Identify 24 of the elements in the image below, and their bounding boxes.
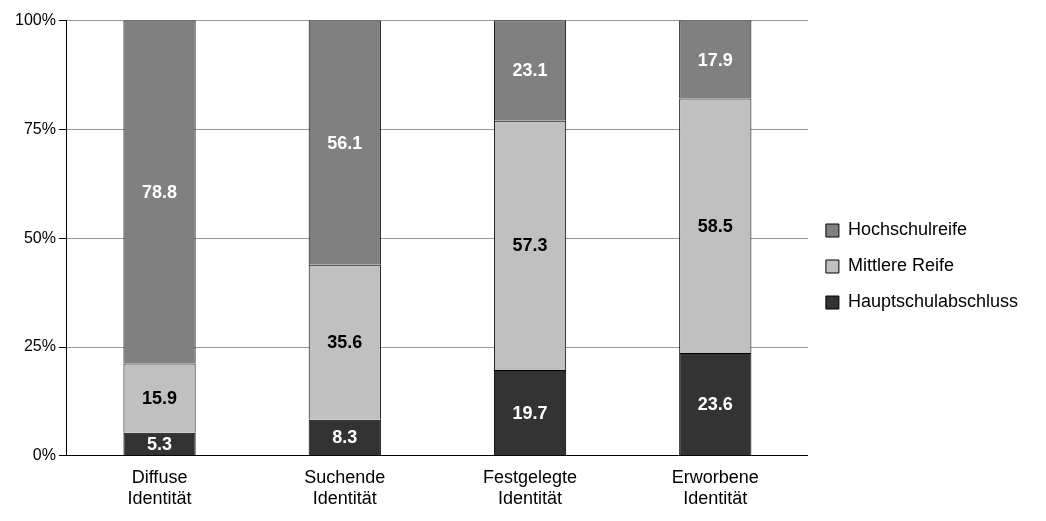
data-label: 35.6 xyxy=(327,332,363,353)
data-label: 5.3 xyxy=(147,433,173,454)
data-label: 15.9 xyxy=(142,388,178,409)
legend-label: Hochschulreife xyxy=(847,219,967,240)
y-tick-label: 25% xyxy=(23,337,56,355)
y-tick-label: 50% xyxy=(23,228,56,246)
data-label: 78.8 xyxy=(142,182,178,203)
data-label: 56.1 xyxy=(327,132,363,153)
data-label: 57.3 xyxy=(512,235,548,256)
data-label: 8.3 xyxy=(332,427,358,448)
y-tick-label: 100% xyxy=(15,11,56,29)
data-label: 23.1 xyxy=(512,60,548,81)
legend-label: Mittlere Reife xyxy=(847,255,954,276)
y-tick-label: 0% xyxy=(32,446,56,464)
data-label: 19.7 xyxy=(512,402,548,423)
x-tick-label: Festgelegte Identität xyxy=(483,466,578,509)
x-tick-label: Diffuse Identität xyxy=(127,466,192,509)
data-label: 23.6 xyxy=(697,394,733,415)
data-label: 17.9 xyxy=(697,49,733,70)
legend-label: Hauptschulabschluss xyxy=(847,291,1019,312)
x-tick-label: Suchende Identität xyxy=(304,466,386,509)
x-tick-label: Erworbene Identität xyxy=(671,466,759,509)
data-label: 58.5 xyxy=(697,215,733,236)
y-tick-label: 75% xyxy=(23,119,56,137)
